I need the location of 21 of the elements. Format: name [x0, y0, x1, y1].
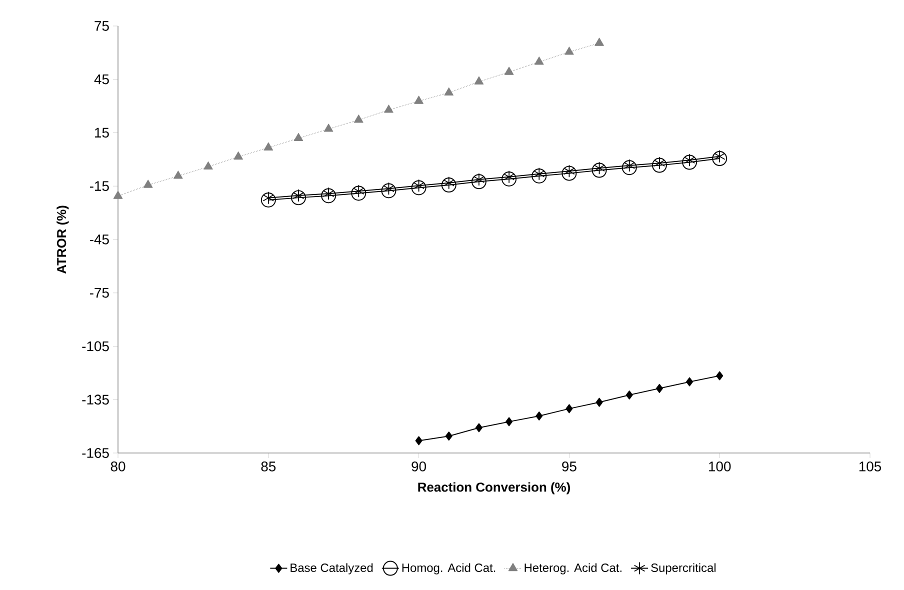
y-tick-label: -165 [82, 448, 109, 458]
x-tick-label: 95 [562, 462, 576, 472]
legend-label: Supercritical [651, 563, 716, 574]
legend-label: Heterog. Acid Cat. [524, 563, 622, 574]
y-tick-label: 15 [95, 128, 109, 138]
y-tick-label: 75 [94, 21, 109, 31]
x-tick-label: 85 [261, 462, 276, 472]
y-tick-label: -75 [90, 288, 109, 298]
y-tick-label: -105 [82, 341, 109, 352]
y-tick-label: -45 [90, 234, 109, 244]
y-tick-label: -15 [90, 181, 109, 191]
x-tick-label: 90 [412, 462, 426, 472]
y-tick-label: 45 [94, 74, 109, 84]
legend-label: Base Catalyzed [290, 563, 373, 574]
x-tick-label: 100 [709, 462, 731, 472]
x-axis-title: Reaction Conversion (%) [418, 482, 570, 494]
y-tick-label: -135 [82, 394, 109, 405]
legend-label: Homog. Acid Cat. [402, 563, 496, 574]
x-tick-label: 80 [110, 462, 126, 472]
x-tick-label: 105 [859, 462, 882, 472]
y-axis-title: ATROR (%) [56, 206, 69, 274]
